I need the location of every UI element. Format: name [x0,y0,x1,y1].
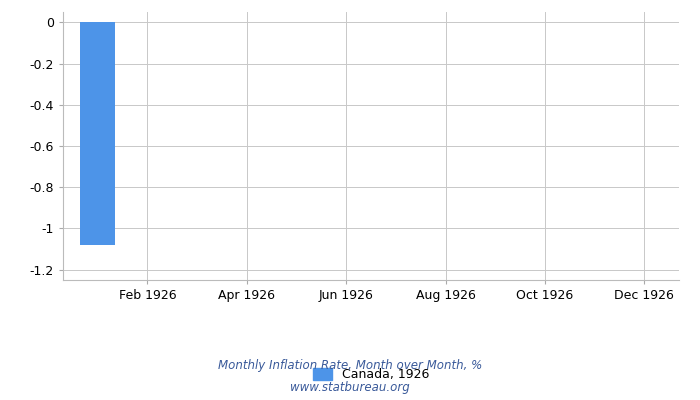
Text: www.statbureau.org: www.statbureau.org [290,382,410,394]
Legend: Canada, 1926: Canada, 1926 [308,363,434,386]
Text: Monthly Inflation Rate, Month over Month, %: Monthly Inflation Rate, Month over Month… [218,360,482,372]
Bar [80,22,116,245]
